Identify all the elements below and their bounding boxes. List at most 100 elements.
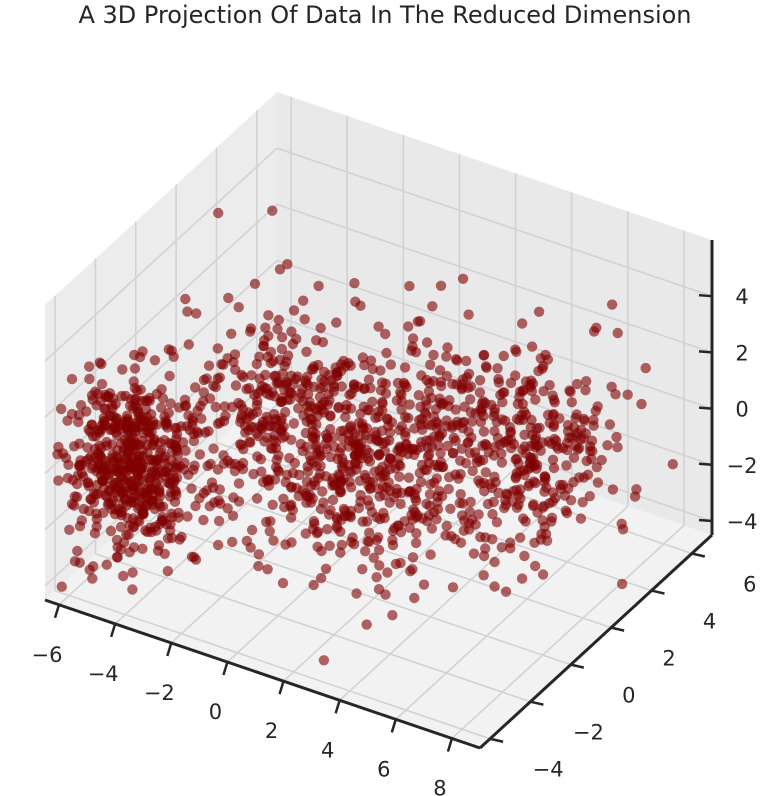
data-point (518, 513, 529, 524)
data-point (196, 413, 207, 424)
data-point (349, 383, 360, 394)
data-point (137, 346, 148, 357)
data-point (267, 205, 278, 216)
data-point (537, 569, 549, 580)
data-point (304, 489, 316, 501)
data-point (357, 564, 368, 575)
y-tick-mark (610, 626, 625, 632)
data-point (82, 477, 93, 489)
data-point (542, 409, 554, 421)
x-tick-label: 2 (265, 719, 278, 743)
data-point (233, 478, 245, 489)
z-tick-mark (698, 350, 713, 354)
data-point (355, 490, 366, 501)
data-point (371, 572, 382, 583)
data-point (277, 368, 288, 379)
x-tick-label: −2 (144, 681, 175, 705)
data-point (409, 592, 420, 604)
x-tick-label: 0 (209, 700, 222, 724)
data-point (138, 509, 149, 520)
data-point (214, 484, 225, 495)
data-point (73, 416, 84, 428)
data-point (502, 489, 513, 501)
data-point (392, 377, 404, 389)
data-point (357, 352, 369, 363)
data-point (300, 528, 311, 539)
data-point (548, 462, 560, 474)
data-point (502, 434, 514, 445)
data-point (445, 503, 456, 514)
data-point (137, 543, 148, 554)
data-point (385, 359, 396, 370)
data-point (584, 491, 595, 502)
data-point (450, 404, 461, 415)
grid-line-z (44, 147, 278, 362)
data-point (343, 357, 354, 369)
z-tick-label: −4 (727, 510, 758, 534)
data-point (467, 465, 478, 477)
data-point (156, 516, 168, 527)
data-point (499, 502, 510, 514)
data-point (421, 400, 432, 411)
data-point (362, 495, 373, 506)
data-point (194, 449, 206, 460)
data-point (537, 363, 548, 374)
data-point (74, 557, 86, 568)
data-point (69, 441, 80, 452)
data-point (487, 534, 498, 545)
data-points (52, 205, 678, 666)
data-point (346, 536, 357, 548)
x-tick-mark (446, 738, 454, 752)
data-point (374, 560, 385, 571)
data-point (264, 526, 275, 537)
data-point (455, 489, 466, 500)
data-point (539, 471, 550, 483)
data-point (447, 582, 459, 593)
data-point (403, 321, 414, 332)
data-point (612, 442, 623, 453)
data-point (499, 387, 510, 398)
data-point (519, 550, 530, 562)
data-point (373, 544, 385, 556)
data-point (604, 419, 616, 430)
data-point (350, 296, 361, 307)
data-point (229, 465, 241, 477)
data-point (324, 540, 335, 551)
data-point (571, 440, 582, 452)
z-tick-label: −2 (727, 454, 758, 478)
data-point (281, 469, 293, 480)
data-point (473, 509, 484, 520)
data-point (271, 378, 282, 389)
data-point (160, 420, 171, 431)
data-point (171, 443, 182, 454)
data-point (496, 542, 507, 553)
data-point (56, 403, 67, 415)
data-point (285, 388, 297, 399)
data-point (441, 415, 452, 426)
data-point (273, 466, 284, 477)
data-point (183, 339, 194, 350)
data-point (155, 501, 166, 512)
data-point (172, 463, 183, 474)
data-point (373, 321, 384, 332)
data-point (233, 302, 244, 313)
data-point (115, 521, 127, 533)
data-point (105, 424, 116, 436)
data-point (602, 440, 613, 451)
data-point (92, 388, 104, 399)
data-point (514, 391, 525, 403)
grid-line-z (276, 259, 713, 410)
data-point (129, 349, 140, 361)
data-point (396, 487, 407, 499)
data-point (338, 503, 350, 515)
data-point (460, 458, 472, 469)
data-point (212, 539, 224, 551)
data-point (382, 567, 393, 578)
data-point (441, 520, 452, 532)
data-point (407, 564, 418, 575)
data-point (475, 416, 487, 428)
data-point (213, 207, 224, 219)
data-point (127, 584, 138, 595)
data-point (312, 541, 323, 552)
data-point (331, 317, 342, 328)
